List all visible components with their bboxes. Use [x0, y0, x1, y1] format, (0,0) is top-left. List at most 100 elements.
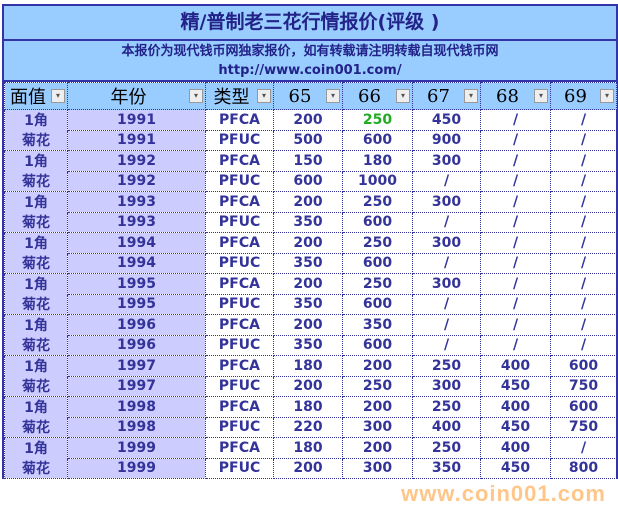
- cell[interactable]: 1997: [67, 375, 206, 397]
- cell[interactable]: PFCA: [205, 150, 274, 172]
- cell[interactable]: 250: [412, 396, 481, 418]
- cell[interactable]: 1角: [4, 355, 68, 376]
- cell[interactable]: 200: [342, 396, 413, 418]
- cell[interactable]: /: [550, 314, 617, 336]
- cell[interactable]: 1992: [67, 170, 206, 192]
- cell[interactable]: 1995: [67, 293, 206, 315]
- cell[interactable]: 菊花: [4, 212, 68, 233]
- cell[interactable]: 600: [342, 129, 413, 151]
- cell[interactable]: 1996: [67, 314, 206, 336]
- filter-dropdown-icon[interactable]: ▾: [534, 89, 548, 103]
- cell[interactable]: /: [550, 437, 617, 459]
- cell[interactable]: 250: [412, 355, 481, 377]
- cell[interactable]: 400: [412, 416, 481, 438]
- cell[interactable]: 1996: [67, 334, 206, 356]
- cell[interactable]: /: [550, 170, 617, 192]
- cell[interactable]: 350: [273, 293, 343, 315]
- cell[interactable]: 1991: [67, 109, 206, 131]
- cell[interactable]: 450: [480, 457, 551, 479]
- cell[interactable]: PFUC: [205, 334, 274, 356]
- cell[interactable]: /: [480, 191, 551, 213]
- cell[interactable]: PFUC: [205, 457, 274, 479]
- cell[interactable]: 250: [342, 109, 413, 131]
- cell[interactable]: 菊花: [4, 376, 68, 397]
- cell[interactable]: 300: [412, 150, 481, 172]
- cell[interactable]: 300: [412, 273, 481, 295]
- cell[interactable]: 800: [550, 457, 617, 479]
- cell[interactable]: 250: [342, 191, 413, 213]
- cell[interactable]: 菊花: [4, 458, 68, 479]
- cell[interactable]: 菊花: [4, 253, 68, 274]
- cell[interactable]: 300: [412, 232, 481, 254]
- cell[interactable]: PFCA: [205, 273, 274, 295]
- cell[interactable]: /: [480, 334, 551, 356]
- cell[interactable]: 1角: [4, 191, 68, 212]
- cell[interactable]: 600: [342, 252, 413, 274]
- filter-dropdown-icon[interactable]: ▾: [257, 89, 271, 103]
- cell[interactable]: /: [480, 293, 551, 315]
- cell[interactable]: 1000: [342, 170, 413, 192]
- cell[interactable]: 900: [412, 129, 481, 151]
- cell[interactable]: 200: [273, 375, 343, 397]
- cell[interactable]: PFUC: [205, 293, 274, 315]
- cell[interactable]: 1999: [67, 457, 206, 479]
- cell[interactable]: 180: [342, 150, 413, 172]
- cell[interactable]: /: [480, 170, 551, 192]
- cell[interactable]: 1998: [67, 396, 206, 418]
- filter-dropdown-icon[interactable]: ▾: [396, 89, 410, 103]
- cell[interactable]: PFUC: [205, 416, 274, 438]
- cell[interactable]: 180: [273, 437, 343, 459]
- cell[interactable]: 300: [342, 416, 413, 438]
- cell[interactable]: 1998: [67, 416, 206, 438]
- cell[interactable]: PFCA: [205, 437, 274, 459]
- cell[interactable]: 600: [550, 355, 617, 377]
- cell[interactable]: /: [480, 252, 551, 274]
- cell[interactable]: 1角: [4, 396, 68, 417]
- cell[interactable]: 350: [273, 334, 343, 356]
- cell[interactable]: 1995: [67, 273, 206, 295]
- cell[interactable]: /: [480, 129, 551, 151]
- cell[interactable]: 450: [412, 109, 481, 131]
- cell[interactable]: PFCA: [205, 355, 274, 377]
- cell[interactable]: /: [550, 109, 617, 131]
- cell[interactable]: 250: [412, 437, 481, 459]
- cell[interactable]: 菊花: [4, 335, 68, 356]
- cell[interactable]: 400: [480, 437, 551, 459]
- cell[interactable]: /: [550, 129, 617, 151]
- cell[interactable]: 1角: [4, 314, 68, 335]
- cell[interactable]: 400: [480, 396, 551, 418]
- cell[interactable]: /: [480, 150, 551, 172]
- cell[interactable]: 350: [342, 314, 413, 336]
- cell[interactable]: 600: [273, 170, 343, 192]
- cell[interactable]: /: [412, 211, 481, 233]
- cell[interactable]: /: [550, 211, 617, 233]
- cell[interactable]: 200: [273, 109, 343, 131]
- cell[interactable]: 300: [412, 375, 481, 397]
- cell[interactable]: 250: [342, 375, 413, 397]
- cell[interactable]: 350: [273, 252, 343, 274]
- cell[interactable]: /: [412, 314, 481, 336]
- cell[interactable]: 菊花: [4, 417, 68, 438]
- cell[interactable]: 菊花: [4, 171, 68, 192]
- cell[interactable]: 220: [273, 416, 343, 438]
- cell[interactable]: 150: [273, 150, 343, 172]
- cell[interactable]: 1角: [4, 109, 68, 130]
- cell[interactable]: 1999: [67, 437, 206, 459]
- cell[interactable]: 200: [273, 314, 343, 336]
- cell[interactable]: 350: [412, 457, 481, 479]
- cell[interactable]: 1997: [67, 355, 206, 377]
- cell[interactable]: PFUC: [205, 129, 274, 151]
- cell[interactable]: 500: [273, 129, 343, 151]
- cell[interactable]: 300: [412, 191, 481, 213]
- cell[interactable]: /: [550, 273, 617, 295]
- cell[interactable]: 1992: [67, 150, 206, 172]
- cell[interactable]: 180: [273, 396, 343, 418]
- cell[interactable]: 1993: [67, 211, 206, 233]
- cell[interactable]: 菊花: [4, 130, 68, 151]
- cell[interactable]: 180: [273, 355, 343, 377]
- cell[interactable]: /: [480, 211, 551, 233]
- cell[interactable]: 菊花: [4, 294, 68, 315]
- cell[interactable]: 400: [480, 355, 551, 377]
- cell[interactable]: PFUC: [205, 211, 274, 233]
- cell[interactable]: 1991: [67, 129, 206, 151]
